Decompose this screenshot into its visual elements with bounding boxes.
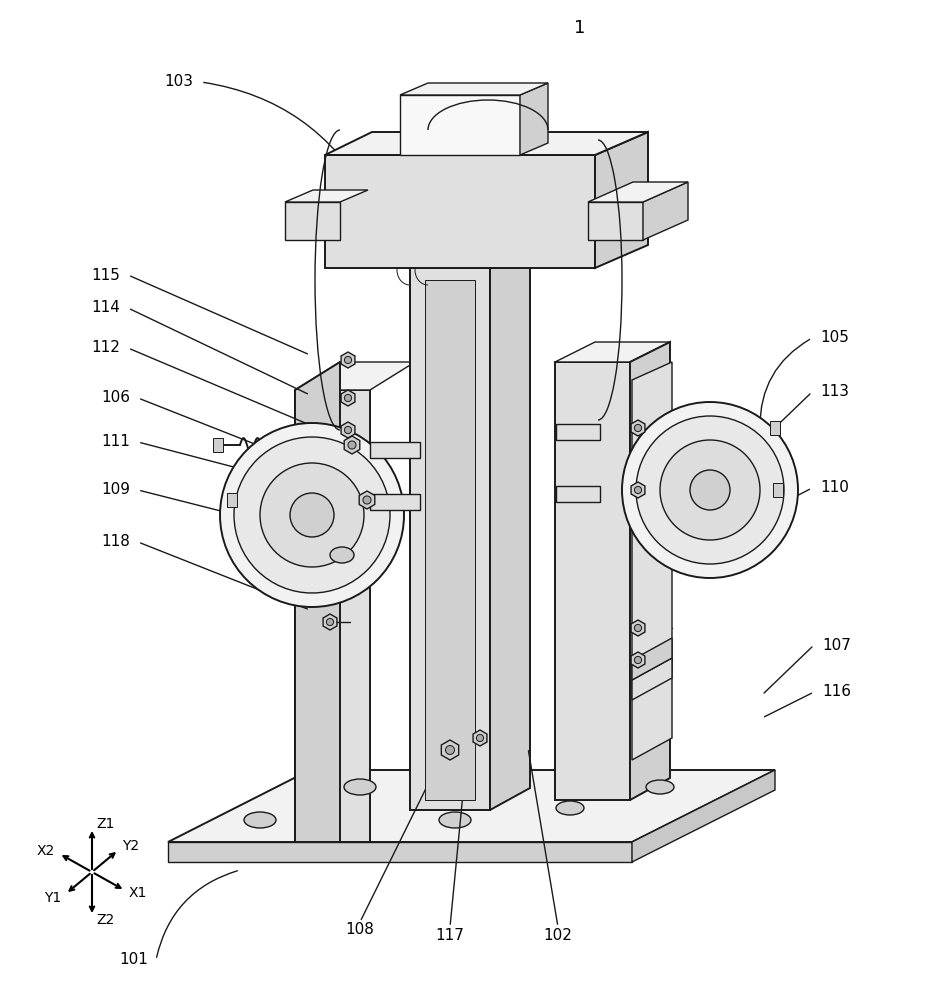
Bar (770, 421, 780, 435)
Polygon shape (442, 740, 459, 760)
Ellipse shape (220, 423, 404, 607)
Polygon shape (520, 83, 548, 155)
Polygon shape (632, 770, 775, 862)
Ellipse shape (646, 780, 674, 794)
Text: Y2: Y2 (122, 839, 139, 853)
Ellipse shape (660, 440, 760, 540)
Polygon shape (473, 730, 487, 746)
Ellipse shape (363, 496, 371, 504)
Text: Z1: Z1 (96, 817, 115, 831)
Ellipse shape (290, 493, 334, 537)
Text: 109: 109 (101, 483, 130, 497)
Text: 110: 110 (820, 481, 849, 495)
Text: 102: 102 (543, 928, 572, 942)
Bar (227, 493, 237, 507)
Polygon shape (410, 268, 490, 810)
Polygon shape (643, 182, 688, 240)
Polygon shape (341, 352, 355, 368)
Polygon shape (325, 155, 595, 268)
Text: 111: 111 (102, 434, 130, 450)
Polygon shape (285, 190, 368, 202)
Ellipse shape (330, 547, 354, 563)
Polygon shape (344, 436, 360, 454)
Ellipse shape (244, 812, 276, 828)
Ellipse shape (326, 618, 334, 626)
Bar (213, 438, 223, 452)
Polygon shape (588, 182, 688, 202)
Ellipse shape (634, 624, 642, 632)
Ellipse shape (260, 463, 364, 567)
Polygon shape (410, 248, 530, 268)
Polygon shape (595, 132, 648, 268)
Polygon shape (400, 95, 520, 155)
Ellipse shape (556, 801, 584, 815)
Ellipse shape (636, 416, 784, 564)
Polygon shape (359, 491, 375, 509)
Ellipse shape (344, 779, 376, 795)
Ellipse shape (439, 812, 471, 828)
Polygon shape (632, 362, 672, 760)
Text: 1: 1 (574, 19, 586, 37)
Text: X1: X1 (129, 886, 148, 900)
Polygon shape (631, 652, 645, 668)
Polygon shape (555, 342, 670, 362)
Text: Y1: Y1 (44, 891, 62, 905)
Polygon shape (588, 202, 643, 240)
Polygon shape (370, 494, 420, 510)
Polygon shape (556, 424, 600, 440)
Text: 108: 108 (346, 922, 374, 938)
Text: 105: 105 (820, 330, 849, 346)
Bar (773, 483, 783, 497)
Ellipse shape (446, 746, 455, 754)
Ellipse shape (634, 424, 642, 432)
Text: 117: 117 (435, 928, 464, 942)
Polygon shape (631, 620, 645, 636)
Polygon shape (631, 482, 645, 498)
Text: 101: 101 (119, 952, 148, 968)
Polygon shape (555, 362, 630, 800)
Ellipse shape (344, 356, 352, 364)
Polygon shape (370, 442, 420, 458)
Polygon shape (341, 390, 355, 406)
Text: 107: 107 (822, 638, 851, 652)
Polygon shape (490, 248, 530, 810)
Text: 114: 114 (91, 300, 120, 316)
Polygon shape (285, 202, 340, 240)
Text: 115: 115 (91, 267, 120, 282)
Ellipse shape (634, 656, 642, 664)
Text: 103: 103 (164, 75, 193, 90)
Text: 112: 112 (91, 340, 120, 356)
Polygon shape (425, 280, 475, 800)
Polygon shape (295, 362, 415, 390)
Ellipse shape (344, 394, 352, 402)
Text: 113: 113 (820, 384, 849, 399)
Polygon shape (556, 486, 600, 502)
Polygon shape (341, 422, 355, 438)
Polygon shape (400, 83, 548, 95)
Ellipse shape (344, 426, 352, 434)
Polygon shape (295, 362, 340, 842)
Polygon shape (631, 420, 645, 436)
Text: Z2: Z2 (96, 913, 115, 927)
Text: 116: 116 (822, 684, 851, 700)
Text: 106: 106 (101, 390, 130, 406)
Polygon shape (630, 342, 670, 800)
Ellipse shape (634, 486, 642, 494)
Polygon shape (295, 390, 370, 842)
Polygon shape (168, 842, 632, 862)
Polygon shape (325, 132, 648, 155)
Text: 118: 118 (102, 534, 130, 550)
Text: X2: X2 (37, 844, 55, 858)
Polygon shape (632, 638, 672, 680)
Polygon shape (632, 658, 672, 700)
Ellipse shape (622, 402, 798, 578)
Polygon shape (323, 614, 337, 630)
Ellipse shape (690, 470, 730, 510)
Ellipse shape (348, 441, 356, 449)
Ellipse shape (477, 734, 483, 742)
Polygon shape (168, 770, 775, 842)
Ellipse shape (234, 437, 390, 593)
